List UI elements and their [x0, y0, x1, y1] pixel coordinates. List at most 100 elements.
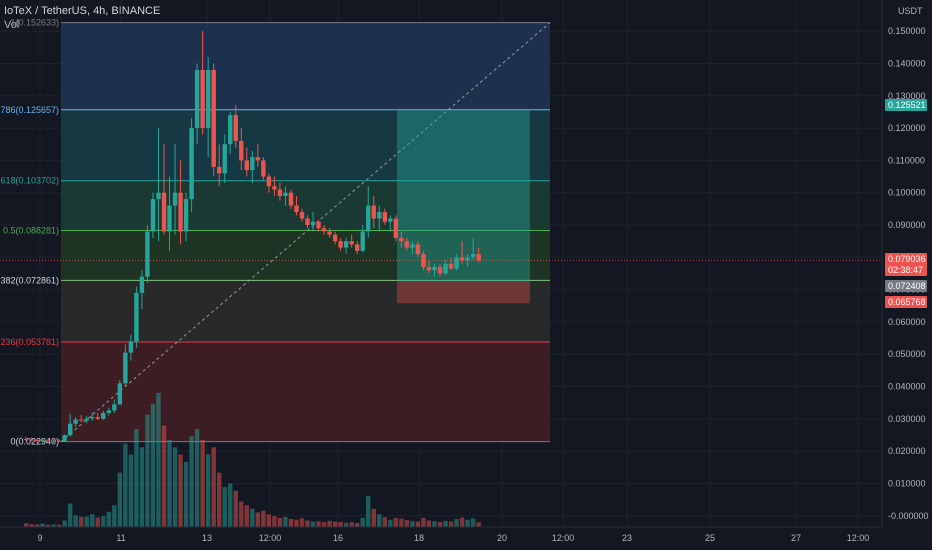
candle	[393, 215, 399, 242]
candle	[294, 195, 299, 216]
volume-bar	[355, 523, 360, 527]
candle-body	[29, 439, 34, 441]
volume-bar	[415, 521, 421, 527]
volume-bar	[448, 521, 454, 527]
fib-band	[61, 342, 550, 442]
volume-bar	[167, 440, 172, 527]
price-tag-bg	[885, 296, 927, 308]
fib-level-label: 0.382(0.072861)	[0, 275, 59, 285]
candle-body	[156, 192, 161, 200]
candle-body	[178, 192, 183, 232]
candle-body	[233, 115, 238, 141]
candle-body	[332, 234, 338, 242]
candle	[172, 144, 178, 235]
candle-body	[106, 410, 111, 414]
volume-bar	[123, 443, 128, 527]
candle-body	[172, 192, 178, 206]
price-tick-label: 0.110000	[888, 155, 925, 165]
volume-bar	[244, 505, 249, 527]
candle-body	[470, 254, 476, 258]
candle-body	[443, 263, 448, 274]
fib-band	[61, 109, 550, 181]
volume-bar	[470, 518, 476, 527]
candle	[145, 225, 150, 284]
volume-bar	[101, 516, 106, 527]
candle-body	[459, 257, 465, 261]
candle	[211, 63, 216, 177]
price-tick-label: 0.060000	[888, 317, 926, 327]
candle	[134, 286, 139, 348]
candle-body	[382, 212, 387, 222]
volume-bar	[366, 496, 371, 527]
candle-body	[90, 417, 95, 419]
candle	[217, 144, 222, 187]
volume-bar	[178, 454, 183, 527]
volume-bar	[432, 521, 437, 527]
price-tick-label: 0.150000	[888, 26, 926, 36]
candle-body	[261, 160, 266, 177]
volume-bar	[404, 520, 410, 527]
candle	[106, 407, 111, 416]
candle-body	[200, 69, 205, 129]
volume-bar	[161, 425, 167, 527]
volume-bar	[338, 521, 343, 527]
candle-body	[465, 257, 470, 261]
volume-bar	[272, 516, 277, 527]
time-tick-label: 18	[414, 533, 424, 543]
candle	[194, 63, 200, 145]
candle	[40, 438, 45, 443]
price-tag-label: 0.079036	[888, 254, 926, 264]
time-tick-label: 12:00	[847, 533, 870, 543]
candle	[382, 208, 387, 225]
volume-bar	[40, 523, 45, 527]
candle-body	[73, 419, 78, 424]
candle	[156, 128, 161, 242]
candle	[261, 157, 266, 180]
volume-bar	[183, 461, 189, 527]
candle-body	[255, 157, 261, 161]
volume-bar	[305, 520, 310, 527]
candle	[321, 225, 327, 235]
candle	[410, 241, 415, 255]
candle-body	[404, 241, 410, 248]
candles	[23, 31, 481, 443]
candle	[288, 189, 294, 209]
candle	[255, 144, 261, 167]
volume-bar	[443, 520, 448, 527]
candle-body	[366, 205, 371, 232]
volume-bar	[327, 520, 332, 527]
candle-body	[145, 231, 150, 277]
volume-bar	[150, 403, 156, 527]
candle-body	[426, 267, 432, 271]
volume-bar	[399, 518, 404, 527]
time-tick-label: 9	[37, 533, 42, 543]
candle	[112, 399, 117, 414]
volume-bar	[316, 521, 321, 527]
price-tick-label: 0.020000	[888, 446, 926, 456]
volume-bar	[29, 524, 34, 527]
candle	[29, 437, 34, 442]
candle	[228, 111, 233, 154]
candle-body	[51, 440, 56, 442]
time-tick-label: 25	[705, 533, 715, 543]
candle-body	[62, 435, 67, 442]
volume-bar	[62, 520, 67, 527]
volume-bar	[128, 454, 134, 527]
volume-bar	[437, 521, 443, 527]
candle	[123, 344, 128, 387]
candle	[222, 134, 227, 183]
time-axis-bg	[0, 527, 882, 550]
candle	[67, 414, 73, 437]
candle-body	[393, 218, 399, 238]
candle-body	[34, 440, 40, 442]
candle-body	[305, 218, 310, 225]
candle-body	[183, 199, 189, 232]
candle	[349, 234, 354, 248]
candle	[283, 186, 288, 206]
volume-bar	[117, 472, 123, 527]
volume-bar	[332, 521, 338, 527]
candle	[56, 438, 62, 443]
candle	[388, 215, 393, 232]
volume-bar	[200, 440, 205, 527]
